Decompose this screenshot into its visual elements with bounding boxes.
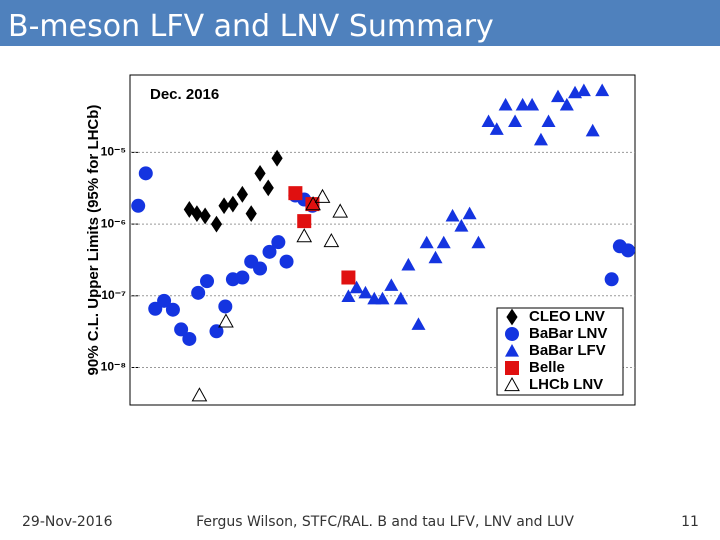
point [541,114,556,128]
point [218,197,230,215]
point [436,235,451,249]
footer-date: 29-Nov-2016 [22,514,113,530]
point [253,261,268,276]
point [218,299,233,314]
point [323,233,340,248]
point [454,219,469,232]
legend-marker [506,308,518,326]
point [200,274,215,289]
point [131,198,146,213]
point [245,205,257,223]
legend-box [496,307,624,396]
slide-title: B-meson LFV and LNV Summary [8,9,494,44]
point [288,186,303,201]
point [279,254,294,269]
point [411,317,426,330]
point [157,293,172,308]
point [174,322,189,337]
point [182,331,197,346]
legend-marker [505,327,519,341]
point [585,123,600,137]
y-axis-label: 90% C.L. Upper Limits (95% for LHCb) [85,105,102,376]
point [341,270,356,285]
point [297,214,312,229]
legend-text: BaBar LNV [529,325,607,342]
point [349,280,364,294]
footer-author: Fergus Wilson, STFC/RAL. B and tau LFV, … [196,514,574,530]
point [341,289,356,303]
point [393,291,408,305]
point [218,313,234,328]
point [559,97,574,111]
y-tick-label: 10⁻⁷ [101,288,126,302]
point [209,324,224,339]
point [604,272,619,287]
point [314,188,331,203]
point [227,195,239,213]
point [138,166,153,181]
legend-marker [505,344,519,357]
legend-text: BaBar LFV [529,342,606,359]
point [595,83,610,97]
point [210,215,223,233]
point [428,250,443,264]
point [508,114,523,128]
point [271,235,286,250]
point [550,89,565,103]
point [191,285,206,300]
legend-text: Belle [529,359,565,376]
point [419,235,434,249]
point [384,278,399,291]
annotation: Dec. 2016 [150,86,219,103]
page-number: 11 [681,514,699,530]
title-bar [0,0,720,46]
point [305,197,320,212]
point [481,114,496,128]
point [262,179,274,197]
point [262,244,277,259]
point [254,164,266,182]
point [515,97,530,111]
legend-text: LHCb LNV [529,376,603,393]
point [401,257,416,271]
point [199,207,211,225]
point [165,302,180,317]
point [271,149,283,167]
point [462,206,477,220]
point [235,270,250,285]
point [305,196,321,211]
y-tick-label: 10⁻⁸ [101,360,126,374]
point [445,208,460,222]
point [296,228,313,243]
point [236,185,248,203]
plot-frame [129,74,636,406]
point [498,97,513,111]
point [525,97,540,111]
point [471,235,486,249]
point [332,203,349,218]
point [191,205,203,223]
point [621,243,636,258]
y-tick-label: 10⁻⁵ [101,145,126,159]
point [183,201,195,218]
y-tick-label: 10⁻⁶ [101,216,126,230]
legend-text: CLEO LNV [529,308,605,325]
legend-marker [504,376,520,392]
point [191,387,208,402]
point [533,132,548,146]
point [375,291,390,305]
point [358,285,373,299]
point [489,122,504,135]
legend-marker [505,361,519,375]
point [576,83,591,97]
